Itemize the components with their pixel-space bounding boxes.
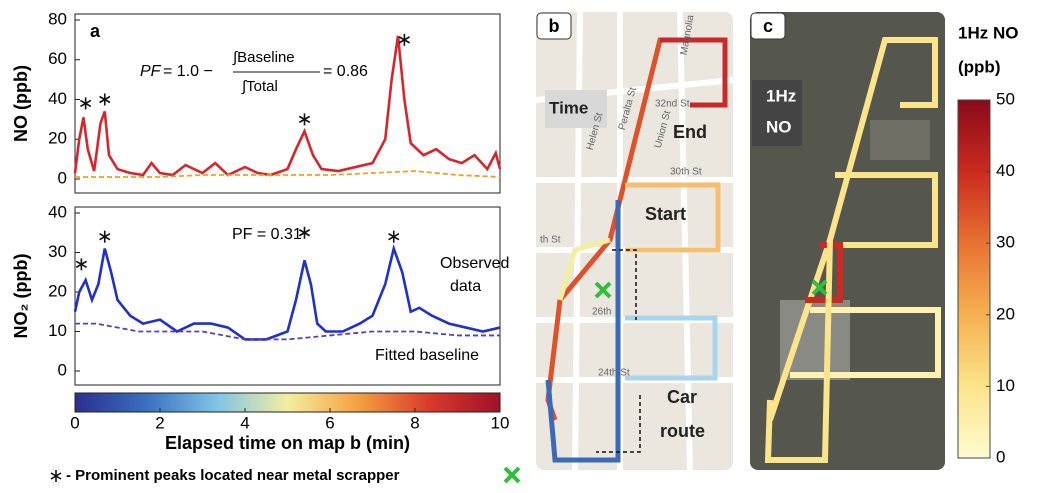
y-tick-label: 50 [996,89,1015,108]
panel-label: c [763,16,773,36]
star-stroke [298,229,311,237]
map-text: Start [645,204,686,224]
annotation: Observed [440,255,509,272]
x-tick-label: 8 [410,413,419,432]
y-tick-label: 40 [48,202,67,221]
colorbar [74,392,501,413]
map-text: Car [667,387,697,407]
panel-label: b [549,16,560,36]
star-stroke [75,260,87,269]
map-text: NO [766,117,792,136]
series-line [75,322,500,341]
peak-star [298,113,311,126]
series-line [73,244,501,341]
y-tick-label: 20 [48,129,67,148]
colorbar-title: 1Hz NO [958,23,1018,42]
pf-den: ∫Total [241,78,278,95]
peak-star [398,33,410,46]
pf-num: ∫Baseline [232,49,295,66]
y-tick-label: 30 [48,242,67,261]
y-tick-label: 10 [48,321,67,340]
map-text: 26th [592,307,611,318]
map-text: Time [549,98,588,117]
peak-star [298,226,311,239]
colorbar-unit: (ppb) [958,57,1000,76]
x-tick-label: 4 [240,413,249,432]
annotation: data [450,278,481,295]
pf-text: PF = 0.31 [232,226,302,243]
colorbar [957,99,991,459]
y-axis-label: NO₂ (ppb) [11,254,31,339]
panel-label: a [90,21,101,41]
map-text: 1Hz [766,86,796,105]
x-axis-label: Elapsed time on map b (min) [165,433,410,453]
footer-text: - Prominent peaks located near metal scr… [66,467,400,484]
star-stroke [298,115,311,124]
y-tick-label: 0 [58,168,67,187]
y-tick-label: 80 [48,9,67,28]
y-tick-label: 20 [996,304,1015,323]
map-text: 30th St [670,167,702,178]
annotation: Fitted baseline [375,347,479,364]
pf-eq: = 1.0 − [163,63,213,80]
series-line [75,170,501,178]
y-tick-label: 40 [996,161,1015,180]
peak-star [80,97,92,110]
scrapper-icon [503,466,521,484]
y-tick-label: 10 [996,376,1015,395]
plot-frame [74,206,501,386]
map-b [535,11,734,471]
star-stroke [388,233,400,241]
peak-star [388,230,400,243]
plot-frame [74,13,501,194]
star-stroke [99,233,111,241]
x-tick-label: 6 [325,413,334,432]
peak-star [99,230,111,243]
y-tick-label: 20 [48,281,67,300]
x-tick-label: 10 [491,413,510,432]
star-stroke [398,36,410,44]
star-stroke [80,99,92,108]
footer-star [50,470,62,482]
star-stroke [99,95,111,104]
y-tick-label: 40 [48,89,67,108]
map-text: th St [540,235,561,246]
pf-val: = 0.86 [323,63,368,80]
y-tick-label: 30 [996,233,1015,252]
y-tick-label: 0 [996,447,1005,466]
peak-star [75,258,87,271]
map-text: 24th St [598,368,630,379]
map-text: End [673,122,707,142]
y-axis-label: NO (ppb) [11,65,31,142]
footer: - Prominent peaks located near metal scr… [50,466,521,484]
y-tick-label: 60 [48,49,67,68]
peak-star [99,93,111,106]
x-tick-label: 2 [155,413,164,432]
map-text: 32nd St [655,99,690,110]
pf-label: PF [140,63,162,80]
y-tick-label: 0 [58,360,67,379]
map-text: route [660,421,705,441]
x-tick-label: 0 [70,413,79,432]
map-c [750,12,945,470]
series-line [73,35,502,177]
